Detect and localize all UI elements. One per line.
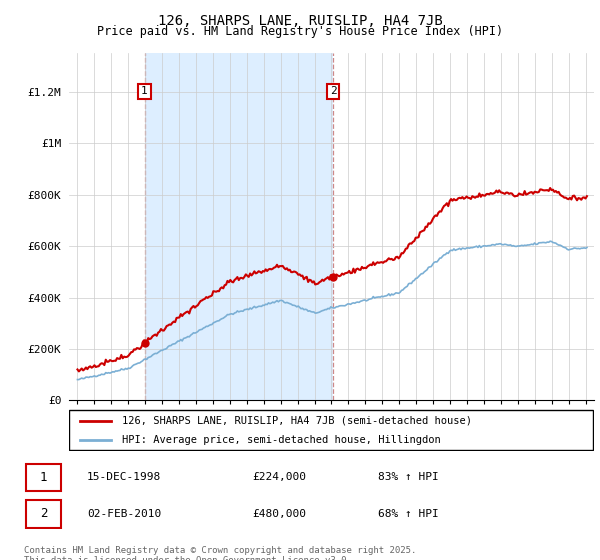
Text: 68% ↑ HPI: 68% ↑ HPI — [378, 509, 439, 519]
FancyBboxPatch shape — [26, 500, 61, 528]
Text: HPI: Average price, semi-detached house, Hillingdon: HPI: Average price, semi-detached house,… — [121, 435, 440, 445]
Text: 2: 2 — [329, 86, 337, 96]
FancyBboxPatch shape — [26, 464, 61, 491]
Text: 1: 1 — [141, 86, 148, 96]
Text: 126, SHARPS LANE, RUISLIP, HA4 7JB (semi-detached house): 126, SHARPS LANE, RUISLIP, HA4 7JB (semi… — [121, 416, 472, 426]
Text: 02-FEB-2010: 02-FEB-2010 — [87, 509, 161, 519]
Text: Price paid vs. HM Land Registry's House Price Index (HPI): Price paid vs. HM Land Registry's House … — [97, 25, 503, 38]
Text: £224,000: £224,000 — [252, 473, 306, 482]
Text: Contains HM Land Registry data © Crown copyright and database right 2025.
This d: Contains HM Land Registry data © Crown c… — [24, 546, 416, 560]
Text: 1: 1 — [40, 471, 47, 484]
Text: 83% ↑ HPI: 83% ↑ HPI — [378, 473, 439, 482]
Bar — [145, 53, 333, 400]
Text: £480,000: £480,000 — [252, 509, 306, 519]
FancyBboxPatch shape — [69, 410, 593, 450]
Text: 2: 2 — [40, 507, 47, 520]
Text: 15-DEC-1998: 15-DEC-1998 — [87, 473, 161, 482]
Text: 126, SHARPS LANE, RUISLIP, HA4 7JB: 126, SHARPS LANE, RUISLIP, HA4 7JB — [158, 14, 442, 28]
